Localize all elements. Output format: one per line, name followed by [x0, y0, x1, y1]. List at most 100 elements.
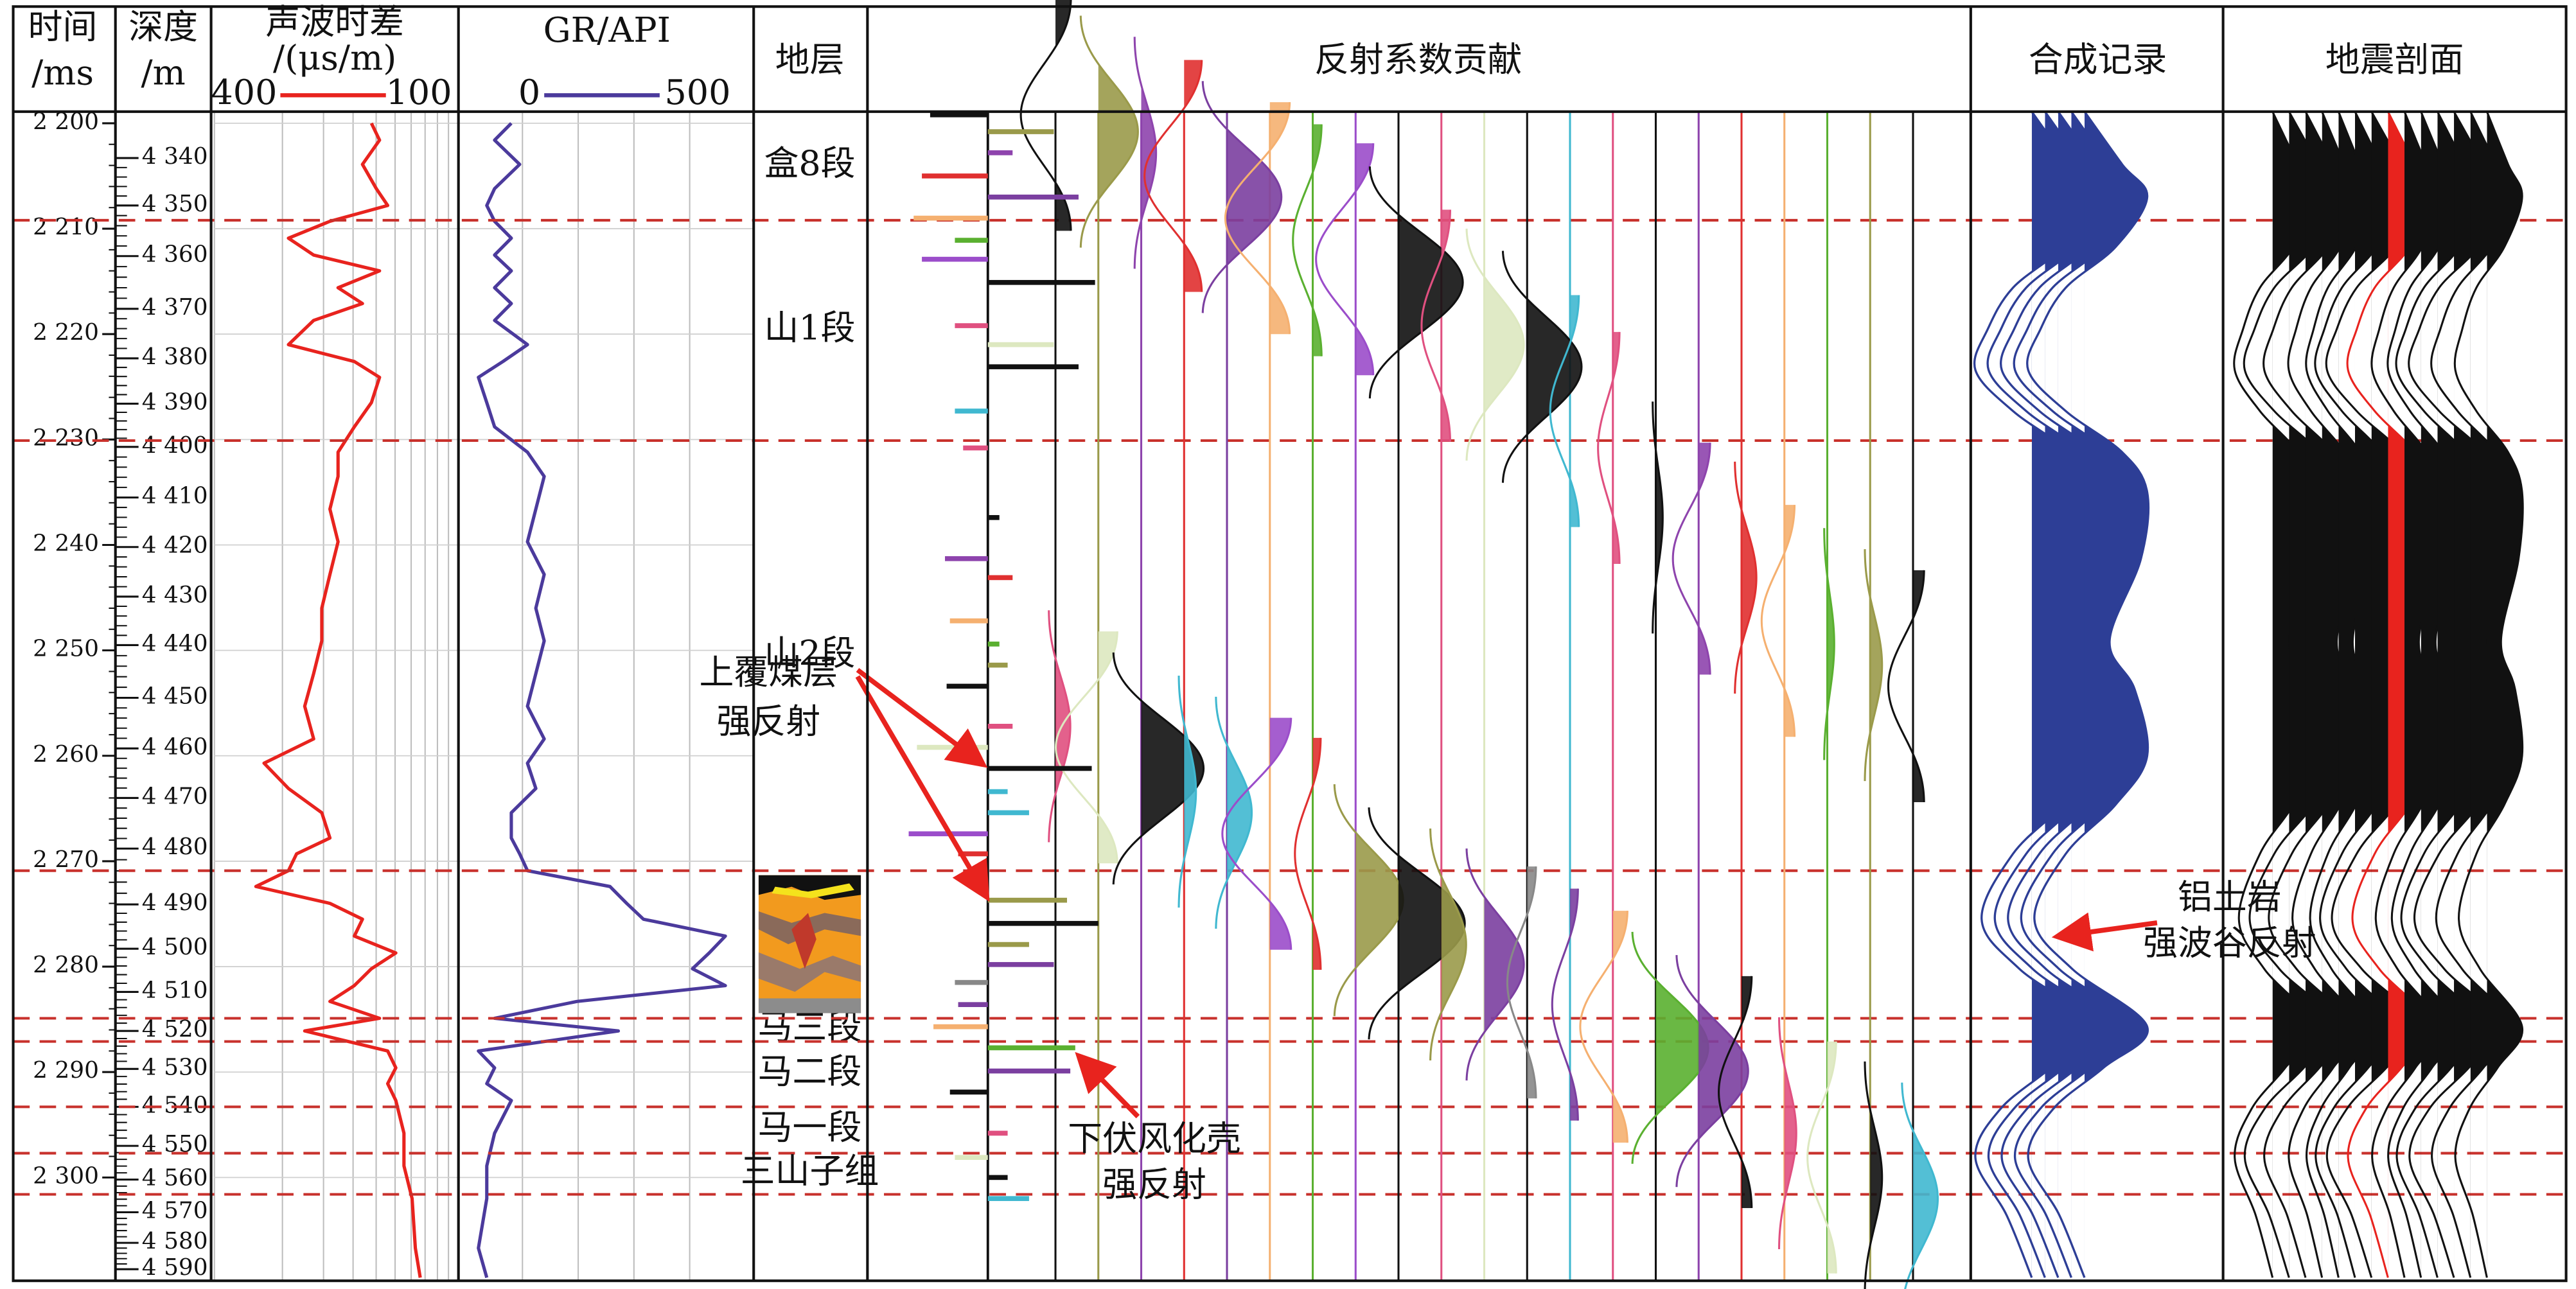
wavelet	[1652, 401, 1664, 634]
rc-spike	[945, 556, 988, 561]
annotation-arrows	[855, 668, 2158, 1119]
rc-spike	[987, 194, 1079, 200]
depth-tick-label: 4 380	[142, 344, 208, 370]
wavelet-fill	[1227, 81, 1282, 313]
wavelet	[1806, 1041, 1837, 1274]
depth-tick-label: 4 430	[142, 582, 208, 608]
header-ac: 声波时差	[265, 1, 404, 42]
wavelet	[1054, 631, 1118, 864]
depth-tick-label: 4 360	[142, 241, 208, 268]
header-time: 时间	[28, 6, 98, 47]
depth-tick-label: 4 400	[142, 432, 208, 459]
rc-spike	[930, 112, 988, 118]
wavelet-fill	[1527, 250, 1582, 483]
wavelet-fill	[1355, 784, 1404, 1017]
header-synthetic: 合成记录	[2029, 39, 2167, 80]
wavelet	[1178, 676, 1197, 908]
rc-spike	[913, 215, 988, 221]
depth-tick-label: 4 580	[142, 1228, 208, 1254]
wavelet	[1506, 866, 1537, 1099]
time-tick-label: 2 250	[33, 636, 99, 662]
wavelet	[1420, 209, 1452, 442]
time-tick-label: 2 300	[33, 1162, 99, 1189]
formation-label: 马一段	[758, 1107, 862, 1148]
wavelet	[1368, 807, 1466, 1040]
depth-tick-label: 4 420	[142, 532, 208, 559]
wavelet	[1760, 505, 1796, 737]
depth-tick-label: 4 570	[142, 1198, 208, 1224]
rc-spike	[987, 1175, 1008, 1180]
annotation: 下伏风化壳	[1068, 1118, 1241, 1159]
wavelet	[1551, 888, 1579, 1121]
wavelet-fill	[1912, 570, 1925, 803]
annotation: 上覆煤层	[700, 652, 838, 692]
rc-spike	[987, 897, 1067, 903]
rc-spike	[958, 1002, 988, 1007]
gr-scale-max: 500	[664, 72, 730, 112]
wavelet-fill	[1912, 1082, 1938, 1289]
wavelet	[1368, 166, 1464, 399]
rc-spike	[987, 641, 1000, 647]
rc-spike	[955, 979, 988, 985]
depth-tick-label: 4 440	[142, 630, 208, 656]
wavelet-fill	[1741, 461, 1757, 694]
time-tick-label: 2 210	[33, 214, 99, 240]
wavelet-fill	[1612, 331, 1620, 565]
rc-spike	[987, 961, 1054, 967]
wavelet	[1315, 143, 1375, 376]
wavelet	[1143, 60, 1203, 292]
formation-label: 山2段	[764, 633, 855, 673]
header-seismic: 地震剖面	[2325, 39, 2464, 80]
depth-tick-label: 4 590	[142, 1254, 208, 1281]
wavelet	[1675, 954, 1749, 1188]
wavelet	[1718, 976, 1753, 1208]
wavelet	[1019, 0, 1072, 231]
rc-spike	[958, 851, 988, 857]
wavelet	[1465, 229, 1525, 461]
wavelet	[1579, 911, 1628, 1143]
time-tick-label: 2 280	[33, 952, 99, 978]
annotation: 强反射	[716, 701, 820, 742]
rc-spike	[987, 1196, 1029, 1202]
wavelet	[1864, 1061, 1883, 1289]
header-formation: 地层	[775, 39, 845, 80]
rc-spike	[955, 408, 988, 414]
depth-tick-label: 4 390	[142, 389, 208, 416]
rc-spike	[987, 129, 1054, 134]
wavelet-fill	[1398, 807, 1465, 1040]
rc-spike	[987, 766, 1092, 771]
rc-spike	[922, 173, 988, 179]
annotation: 铝土岩	[2178, 877, 2282, 917]
depth-tick-label: 4 470	[142, 783, 208, 809]
wavelet-fill	[1312, 737, 1321, 970]
depth-tick-label: 4 540	[142, 1092, 208, 1118]
wavelet-fill	[1269, 102, 1290, 335]
wavelet-fill	[1184, 676, 1196, 908]
rc-spike	[955, 323, 988, 328]
wavelet	[1133, 37, 1158, 269]
wavelet-fill	[1569, 295, 1579, 527]
wavelet-fill	[1141, 652, 1204, 885]
wavelet-fill	[1569, 888, 1578, 1121]
rc-spike	[987, 662, 1008, 668]
formation-label: 三山子组	[741, 1151, 879, 1191]
ac-scale-max: 100	[386, 72, 452, 112]
wavelet	[1429, 829, 1467, 1061]
wavelet-fill	[1269, 717, 1291, 950]
wavelet-fill	[1612, 911, 1628, 1143]
rc-spike	[987, 342, 1054, 347]
wavelet	[1224, 102, 1291, 335]
wavelet-fill	[1441, 209, 1451, 442]
wavelet	[1201, 81, 1283, 313]
wavelet	[1549, 295, 1580, 527]
rc-spike	[917, 744, 988, 750]
wavelet	[1465, 848, 1525, 1081]
depth-tick-label: 4 500	[142, 934, 208, 960]
rc-spike	[987, 1068, 1071, 1074]
wavelet-fill	[1870, 549, 1882, 782]
rc-spike	[987, 364, 1079, 369]
rc-spike	[922, 256, 988, 262]
synthetic-trace	[2026, 110, 2150, 1278]
frame	[12, 5, 2568, 1283]
